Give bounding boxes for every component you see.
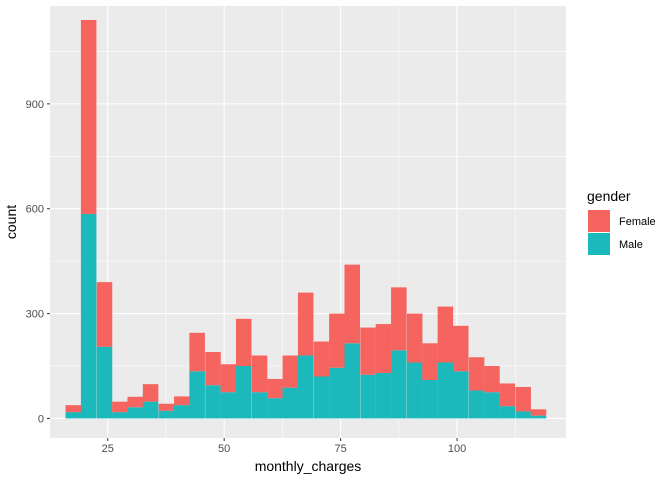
bar-male <box>251 392 268 419</box>
bar-female <box>205 352 221 386</box>
bar-male <box>158 410 175 419</box>
bar-female <box>530 409 547 416</box>
bar-male <box>375 372 392 419</box>
bar-female <box>267 378 283 399</box>
legend-key-male <box>588 233 610 255</box>
bar-male <box>142 401 159 419</box>
legend-label-male: Male <box>619 239 643 251</box>
bar-male <box>499 406 516 419</box>
bar-female <box>344 264 360 344</box>
bar-female <box>406 313 423 363</box>
bar-male <box>174 405 190 419</box>
bar-male <box>530 415 547 419</box>
bar-female <box>174 396 190 406</box>
legend-key-female <box>588 210 610 232</box>
bar-male <box>360 374 376 419</box>
bar-male <box>205 385 221 419</box>
bar-male <box>329 367 345 419</box>
bar-male <box>406 362 423 419</box>
y-tick-label: 0 <box>38 413 44 425</box>
bar-female <box>251 355 268 393</box>
bar-male <box>437 362 454 419</box>
y-tick-label: 900 <box>26 99 44 111</box>
bar-male <box>515 411 531 419</box>
bar-male <box>127 407 143 419</box>
bar-female <box>515 386 531 412</box>
bar-female <box>142 384 159 402</box>
bar-female <box>375 324 392 373</box>
bar-male <box>468 390 485 419</box>
bar-male <box>189 371 205 419</box>
x-tick-label: 75 <box>334 443 346 455</box>
bar-female <box>391 287 407 351</box>
bar-female <box>484 366 500 393</box>
legend-title: gender <box>587 188 631 204</box>
bar-female <box>158 403 175 411</box>
y-tick-label: 600 <box>26 204 44 216</box>
axes: 25 50 75 100 0 300 600 900 <box>26 99 467 455</box>
bar-female <box>96 282 113 347</box>
bar-female <box>127 396 143 408</box>
x-tick-label: 50 <box>218 443 230 455</box>
bar-male <box>422 379 438 419</box>
bar-male <box>484 392 500 419</box>
bar-female <box>329 313 345 368</box>
bar-male <box>220 392 237 419</box>
bar-female <box>220 364 237 393</box>
bar-male <box>391 350 407 419</box>
x-tick-label: 25 <box>102 443 114 455</box>
bar-male <box>282 387 299 419</box>
legend-label-female: Female <box>619 216 656 228</box>
bar-male <box>313 376 330 419</box>
bar-male <box>96 346 113 419</box>
bar-male <box>65 412 82 419</box>
bar-female <box>468 357 485 391</box>
bar-female <box>313 341 330 377</box>
bar-female <box>189 332 205 372</box>
bar-female <box>235 318 252 366</box>
bar-male <box>235 366 252 419</box>
bars <box>65 19 547 419</box>
bar-male <box>297 355 314 419</box>
bar-male <box>267 398 283 419</box>
bar-female <box>452 325 469 372</box>
bar-female <box>282 355 299 388</box>
y-tick-label: 300 <box>26 309 44 321</box>
x-tick-label: 100 <box>448 443 466 455</box>
bar-female <box>437 306 454 363</box>
bar-female <box>80 19 97 214</box>
bar-male <box>452 371 469 419</box>
bar-female <box>360 327 376 375</box>
bar-male <box>112 412 128 419</box>
bar-female <box>422 343 438 380</box>
bar-female <box>297 292 314 356</box>
legend: gender Female Male <box>587 188 656 255</box>
bar-male <box>344 343 360 419</box>
bar-male <box>80 213 97 419</box>
bar-female <box>112 401 128 413</box>
x-axis-label: monthly_charges <box>255 458 362 474</box>
y-axis-label: count <box>3 205 19 239</box>
bar-female <box>499 383 516 407</box>
bar-female <box>65 405 82 413</box>
